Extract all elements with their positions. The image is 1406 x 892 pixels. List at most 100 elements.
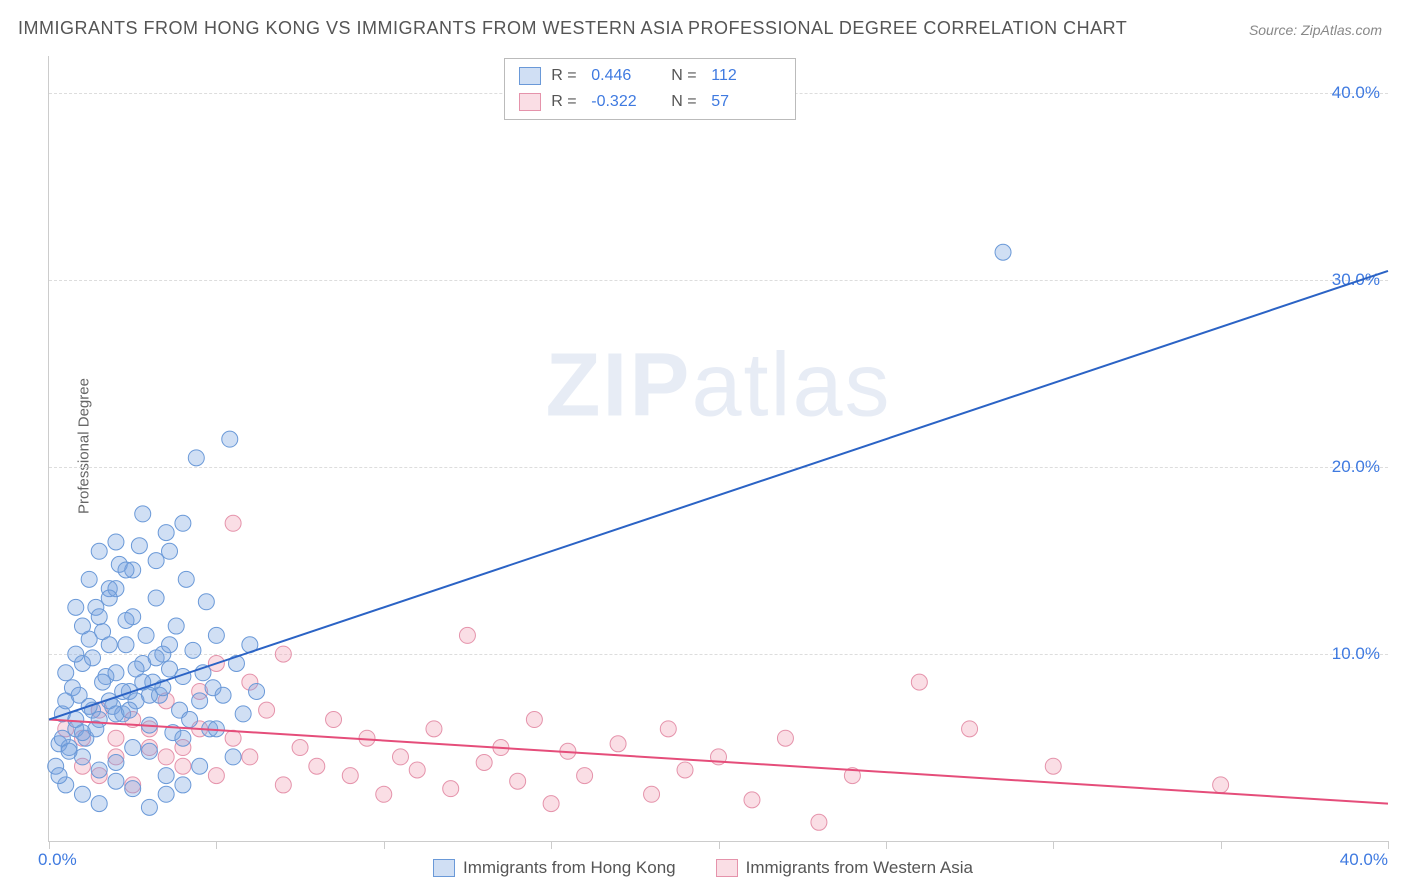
data-point-pink	[443, 781, 459, 797]
data-point-blue	[168, 618, 184, 634]
x-tick	[886, 841, 887, 849]
data-point-blue	[235, 706, 251, 722]
data-point-blue	[91, 796, 107, 812]
data-point-blue	[141, 743, 157, 759]
data-point-blue	[108, 665, 124, 681]
data-point-blue	[162, 543, 178, 559]
data-point-pink	[108, 730, 124, 746]
data-point-pink	[744, 792, 760, 808]
data-point-blue	[108, 755, 124, 771]
data-point-blue	[85, 650, 101, 666]
data-point-blue	[225, 749, 241, 765]
data-point-blue	[198, 594, 214, 610]
data-point-pink	[644, 786, 660, 802]
data-point-blue	[158, 525, 174, 541]
data-point-blue	[222, 431, 238, 447]
data-point-blue	[175, 777, 191, 793]
x-tick	[1221, 841, 1222, 849]
data-point-blue	[995, 244, 1011, 260]
swatch-blue	[433, 859, 455, 877]
data-point-blue	[101, 637, 117, 653]
data-point-blue	[175, 515, 191, 531]
data-point-blue	[249, 683, 265, 699]
trend-line-blue	[49, 271, 1388, 720]
legend-label-blue: Immigrants from Hong Kong	[463, 858, 676, 878]
scatter-plot-svg	[49, 56, 1388, 841]
legend-item-pink: Immigrants from Western Asia	[716, 858, 973, 878]
data-point-blue	[91, 609, 107, 625]
data-point-blue	[215, 687, 231, 703]
data-point-blue	[185, 642, 201, 658]
x-tick	[49, 841, 50, 849]
data-point-blue	[118, 562, 134, 578]
data-point-pink	[459, 627, 475, 643]
data-point-pink	[326, 712, 342, 728]
data-point-pink	[777, 730, 793, 746]
plot-area: ZIPatlas 10.0%20.0%30.0%40.0% R = 0.446 …	[48, 56, 1388, 842]
data-point-blue	[148, 650, 164, 666]
data-point-pink	[510, 773, 526, 789]
data-point-blue	[91, 762, 107, 778]
data-point-blue	[188, 450, 204, 466]
data-point-blue	[162, 637, 178, 653]
data-point-pink	[610, 736, 626, 752]
swatch-pink	[716, 859, 738, 877]
data-point-pink	[208, 768, 224, 784]
data-point-blue	[51, 768, 67, 784]
x-tick	[719, 841, 720, 849]
data-point-pink	[342, 768, 358, 784]
data-point-pink	[409, 762, 425, 778]
series-legend: Immigrants from Hong Kong Immigrants fro…	[0, 858, 1406, 878]
data-point-pink	[660, 721, 676, 737]
data-point-pink	[962, 721, 978, 737]
data-point-blue	[138, 627, 154, 643]
data-point-blue	[125, 781, 141, 797]
data-point-blue	[192, 693, 208, 709]
data-point-pink	[259, 702, 275, 718]
x-tick	[216, 841, 217, 849]
legend-item-blue: Immigrants from Hong Kong	[433, 858, 676, 878]
data-point-blue	[118, 637, 134, 653]
data-point-blue	[148, 553, 164, 569]
data-point-pink	[292, 740, 308, 756]
data-point-pink	[1045, 758, 1061, 774]
data-point-pink	[275, 646, 291, 662]
data-point-blue	[178, 571, 194, 587]
data-point-blue	[158, 768, 174, 784]
data-point-pink	[175, 758, 191, 774]
data-point-blue	[118, 612, 134, 628]
data-point-blue	[148, 590, 164, 606]
data-point-blue	[74, 786, 90, 802]
x-tick	[384, 841, 385, 849]
data-point-blue	[74, 618, 90, 634]
data-point-blue	[141, 799, 157, 815]
data-point-blue	[131, 538, 147, 554]
data-point-blue	[95, 674, 111, 690]
data-point-blue	[108, 534, 124, 550]
data-point-pink	[526, 712, 542, 728]
data-point-pink	[1213, 777, 1229, 793]
data-point-blue	[192, 758, 208, 774]
data-point-pink	[677, 762, 693, 778]
data-point-pink	[543, 796, 559, 812]
data-point-pink	[426, 721, 442, 737]
data-point-blue	[208, 627, 224, 643]
data-point-pink	[392, 749, 408, 765]
data-point-blue	[135, 506, 151, 522]
chart-title: IMMIGRANTS FROM HONG KONG VS IMMIGRANTS …	[18, 18, 1127, 39]
data-point-blue	[158, 786, 174, 802]
data-point-blue	[108, 773, 124, 789]
data-point-blue	[91, 543, 107, 559]
data-point-pink	[309, 758, 325, 774]
data-point-pink	[577, 768, 593, 784]
data-point-blue	[125, 740, 141, 756]
data-point-pink	[242, 749, 258, 765]
data-point-pink	[376, 786, 392, 802]
data-point-blue	[81, 571, 97, 587]
x-tick	[1053, 841, 1054, 849]
data-point-pink	[225, 730, 241, 746]
x-tick	[551, 841, 552, 849]
source-attribution: Source: ZipAtlas.com	[1249, 22, 1382, 38]
data-point-pink	[911, 674, 927, 690]
data-point-pink	[476, 755, 492, 771]
